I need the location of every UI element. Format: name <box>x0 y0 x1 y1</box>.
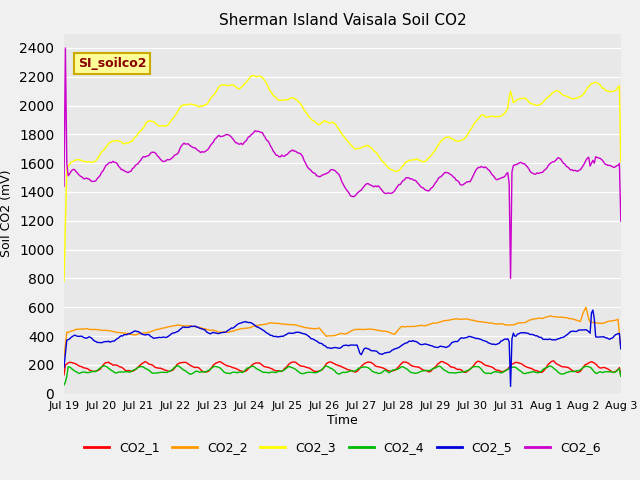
Y-axis label: Soil CO2 (mV): Soil CO2 (mV) <box>1 170 13 257</box>
Title: Sherman Island Vaisala Soil CO2: Sherman Island Vaisala Soil CO2 <box>219 13 466 28</box>
Legend: CO2_1, CO2_2, CO2_3, CO2_4, CO2_5, CO2_6: CO2_1, CO2_2, CO2_3, CO2_4, CO2_5, CO2_6 <box>79 436 605 459</box>
X-axis label: Time: Time <box>327 414 358 427</box>
Text: SI_soilco2: SI_soilco2 <box>78 57 147 70</box>
